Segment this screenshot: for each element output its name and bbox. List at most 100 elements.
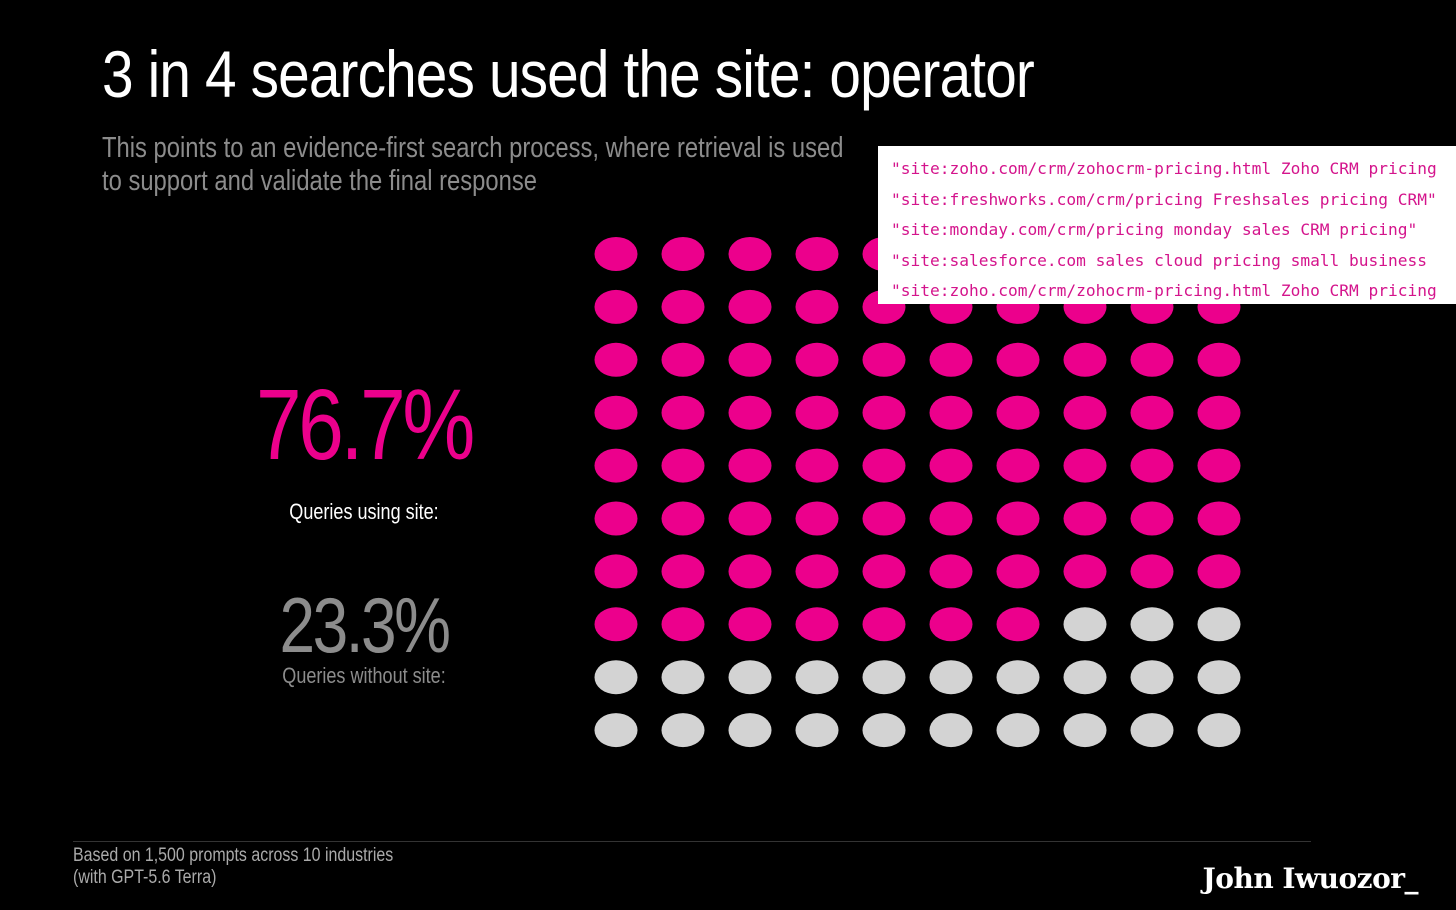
waffle-dot-using-site xyxy=(1130,342,1174,377)
waffle-dot-without-site xyxy=(594,713,638,748)
without-label-text: Queries without site: xyxy=(282,663,446,688)
waffle-dot-using-site xyxy=(1197,554,1241,589)
query-example-line: "site:zoho.com/crm/zohocrm-pricing.html … xyxy=(891,159,1437,178)
waffle-dot-using-site xyxy=(594,237,638,271)
waffle-dot-using-site xyxy=(795,289,839,324)
using-percentage-value: 76.7% xyxy=(255,369,475,481)
waffle-dot-using-site xyxy=(728,395,772,430)
waffle-dot-using-site xyxy=(594,607,638,642)
query-example-line: "site:salesforce.com sales cloud pricing… xyxy=(891,250,1428,270)
waffle-dot-using-site xyxy=(661,342,705,377)
waffle-dot-using-site xyxy=(1063,342,1107,377)
author-signature: John Iwuozor_ xyxy=(1202,862,1419,895)
waffle-dot-using-site xyxy=(1197,448,1241,483)
waffle-dot-using-site xyxy=(1197,395,1241,430)
waffle-dot-using-site xyxy=(929,501,973,536)
waffle-dot-without-site xyxy=(728,713,772,748)
waffle-dot-using-site xyxy=(929,448,973,483)
waffle-dot-without-site xyxy=(1063,660,1107,695)
waffle-dot-using-site xyxy=(996,342,1040,377)
waffle-dot-using-site xyxy=(728,501,772,536)
waffle-dot-using-site xyxy=(929,342,973,377)
waffle-dot-using-site xyxy=(1063,554,1107,589)
waffle-dot-without-site xyxy=(1197,713,1241,748)
waffle-dot-using-site xyxy=(795,342,839,377)
waffle-dot-without-site xyxy=(728,660,772,695)
waffle-dot-using-site xyxy=(1197,501,1241,536)
waffle-dot-using-site xyxy=(594,395,638,430)
waffle-chart xyxy=(594,237,1241,748)
waffle-dot-using-site xyxy=(661,554,705,589)
waffle-dot-without-site xyxy=(1197,607,1241,642)
waffle-dot-using-site xyxy=(661,395,705,430)
waffle-dot-using-site xyxy=(661,501,705,536)
waffle-dot-without-site xyxy=(795,660,839,695)
waffle-dot-without-site xyxy=(929,660,973,695)
footnote-line: (with GPT-5.6 Terra) xyxy=(73,867,217,888)
waffle-dot-using-site xyxy=(1197,342,1241,377)
waffle-dot-using-site xyxy=(594,342,638,377)
waffle-dot-using-site xyxy=(1130,501,1174,536)
waffle-dot-using-site xyxy=(661,289,705,324)
waffle-dot-using-site xyxy=(1130,395,1174,430)
chart-subtitle: This points to an evidence-first search … xyxy=(102,132,844,197)
waffle-dot-using-site xyxy=(1063,448,1107,483)
waffle-dot-using-site xyxy=(795,448,839,483)
using-label: Queries using site: xyxy=(273,498,455,526)
waffle-dot-using-site xyxy=(1063,395,1107,430)
waffle-dot-using-site xyxy=(728,237,772,271)
waffle-dot-without-site xyxy=(1063,607,1107,642)
waffle-dot-using-site xyxy=(862,395,906,430)
waffle-dot-using-site xyxy=(996,448,1040,483)
waffle-dot-using-site xyxy=(862,448,906,483)
waffle-dot-without-site xyxy=(1197,660,1241,695)
waffle-dot-using-site xyxy=(862,501,906,536)
waffle-dot-using-site xyxy=(661,607,705,642)
waffle-dot-without-site xyxy=(661,713,705,748)
query-example-line: "site:zoho.com/crm/zohocrm-pricing.html … xyxy=(891,281,1437,300)
without-percentage-value: 23.3% xyxy=(279,581,451,669)
query-examples-box: "site:zoho.com/crm/zohocrm-pricing.html … xyxy=(878,146,1456,304)
waffle-dot-using-site xyxy=(728,342,772,377)
waffle-dot-without-site xyxy=(862,660,906,695)
waffle-dot-using-site xyxy=(795,501,839,536)
waffle-dot-without-site xyxy=(862,713,906,748)
waffle-dot-using-site xyxy=(996,395,1040,430)
waffle-dot-using-site xyxy=(795,607,839,642)
waffle-dot-using-site xyxy=(594,501,638,536)
waffle-dot-using-site xyxy=(862,554,906,589)
query-example-line: "site:monday.com/crm/pricing monday sale… xyxy=(891,220,1418,239)
using-percentage: 76.7% xyxy=(232,370,496,480)
waffle-dot-using-site xyxy=(996,501,1040,536)
waffle-dot-using-site xyxy=(728,448,772,483)
waffle-dot-using-site xyxy=(1130,554,1174,589)
waffle-dot-using-site xyxy=(728,607,772,642)
waffle-dot-using-site xyxy=(795,395,839,430)
waffle-dot-using-site xyxy=(862,342,906,377)
waffle-dot-without-site xyxy=(661,660,705,695)
waffle-dot-using-site xyxy=(795,554,839,589)
waffle-dot-using-site xyxy=(728,289,772,324)
waffle-dot-using-site xyxy=(594,554,638,589)
without-percentage: 23.3% xyxy=(261,580,467,670)
waffle-dot-using-site xyxy=(1063,501,1107,536)
waffle-dot-using-site xyxy=(929,607,973,642)
waffle-dot-without-site xyxy=(996,713,1040,748)
waffle-dot-using-site xyxy=(795,237,839,271)
waffle-dot-using-site xyxy=(594,448,638,483)
without-label: Queries without site: xyxy=(264,662,463,690)
waffle-dot-using-site xyxy=(661,237,705,271)
waffle-dot-using-site xyxy=(728,554,772,589)
waffle-dot-using-site xyxy=(996,607,1040,642)
waffle-dot-without-site xyxy=(1130,713,1174,748)
waffle-dot-using-site xyxy=(996,554,1040,589)
waffle-dot-without-site xyxy=(996,660,1040,695)
waffle-dot-using-site xyxy=(929,554,973,589)
waffle-dot-using-site xyxy=(594,289,638,324)
waffle-dot-using-site xyxy=(862,607,906,642)
chart-title: 3 in 4 searches used the site: operator xyxy=(102,37,1035,111)
waffle-dot-without-site xyxy=(1063,713,1107,748)
waffle-dot-without-site xyxy=(1130,607,1174,642)
source-footnote: Based on 1,500 prompts across 10 industr… xyxy=(73,845,393,889)
waffle-dot-using-site xyxy=(929,395,973,430)
